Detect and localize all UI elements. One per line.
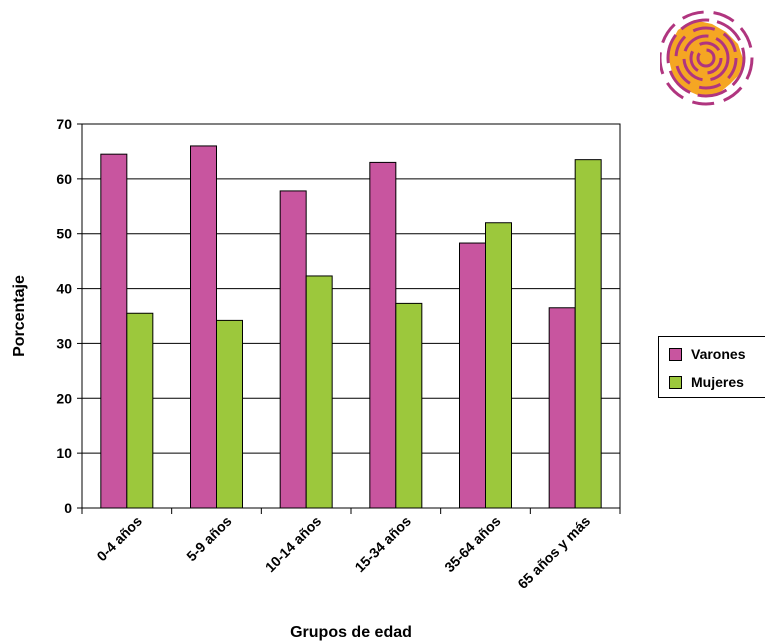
legend-item-varones: Varones [669,346,745,362]
bar-varones-1 [190,145,217,509]
bar-varones-4 [459,242,486,509]
bar-mujeres-4 [485,222,512,509]
y-tick-label: 70 [56,116,72,132]
logo-map-shape [668,20,744,96]
x-tick-label: 0-4 años [93,513,145,565]
y-tick-label: 40 [56,281,72,297]
bars-group [100,145,602,509]
x-tick-label: 10-14 años [262,513,325,576]
legend-label-mujeres: Mujeres [691,374,744,390]
bar-varones-2 [279,190,307,509]
logo-ring [696,48,716,68]
plot-area-border [81,123,621,509]
y-tick-label: 10 [56,445,72,461]
legend-item-mujeres: Mujeres [669,374,744,390]
axes [77,123,621,514]
y-tick-label: 30 [56,335,72,351]
bar-mujeres-0 [126,312,154,509]
y-tick-labels: 0 10 20 30 40 50 60 70 [56,116,72,516]
logo-ring [682,34,730,82]
bar-varones-0 [100,153,128,509]
y-axis-title: Porcentaje [11,275,28,357]
y-tick-label: 50 [56,226,72,242]
x-tick-label: 65 años y más [514,513,593,592]
x-tick-label: 15-34 años [351,513,414,576]
gridlines [82,123,620,454]
legend: Varones Mujeres [658,336,765,398]
x-tick-labels: 0-4 años 5-9 años 10-14 años 15-34 años 35-6… [93,513,593,592]
logo-ring [689,41,723,75]
bar-mujeres-1 [216,319,243,509]
bar-mujeres-2 [305,275,333,509]
y-tick-label: 20 [56,390,72,406]
legend-label-varones: Varones [691,346,746,362]
legend-swatch-mujeres [669,375,682,389]
y-tick-label: 0 [64,500,72,516]
legend-swatch-varones [669,347,682,361]
concentric-circles-logo-icon [658,10,756,106]
x-tick-label: 5-9 años [183,513,235,565]
bar-varones-5 [548,307,576,509]
x-tick-label: 35-64 años [441,513,504,576]
logo-ring [674,26,738,90]
logo-rings [658,10,754,106]
bar-varones-3 [369,161,397,509]
x-axis-title: Grupos de edad [290,624,412,641]
logo-ring [658,10,754,106]
logo-ring [666,18,746,98]
bar-mujeres-5 [574,159,602,509]
y-tick-label: 60 [56,171,72,187]
bar-mujeres-3 [395,302,423,509]
